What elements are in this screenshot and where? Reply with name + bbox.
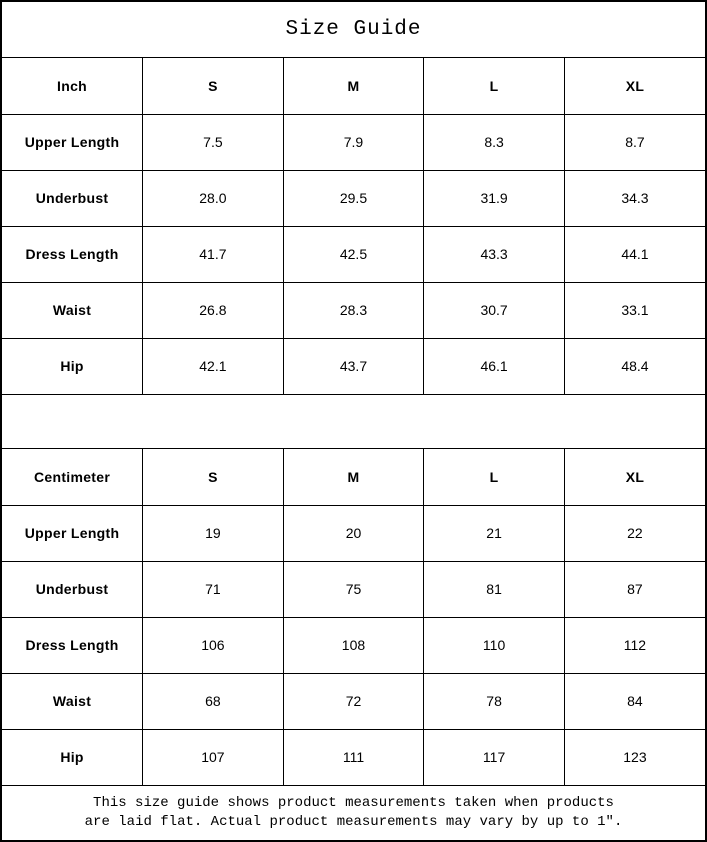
measurement-row: Hip 107 111 117 123 bbox=[2, 728, 705, 785]
measurement-value-cell: 112 bbox=[563, 616, 705, 674]
size-table-centimeter: Centimeter S M L XL Upper Length 19 20 21 22 Under… bbox=[2, 449, 705, 785]
measurement-value-cell: 71 bbox=[142, 560, 284, 618]
measurement-label-cell: Upper Length bbox=[2, 113, 144, 171]
measurement-value-cell: 8.3 bbox=[423, 113, 565, 171]
measurement-value-cell: 107 bbox=[142, 728, 284, 785]
size-column-header: S bbox=[142, 58, 284, 115]
size-column-header: L bbox=[423, 449, 565, 506]
measurement-value-cell: 46.1 bbox=[423, 337, 565, 394]
inch-table-container: Inch S M L XL Upper Length 7.5 7.9 8.3 8.7 Underbu… bbox=[2, 58, 705, 394]
measurement-value-cell: 22 bbox=[563, 504, 705, 562]
measurement-value-cell: 31.9 bbox=[423, 169, 565, 227]
measurement-value-cell: 33.1 bbox=[563, 281, 705, 339]
centimeter-table-container: Centimeter S M L XL Upper Length 19 20 21 22 Under… bbox=[2, 449, 705, 785]
measurement-value-cell: 81 bbox=[423, 560, 565, 618]
size-column-header: L bbox=[423, 58, 565, 115]
measurement-value-cell: 42.1 bbox=[142, 337, 284, 394]
measurement-value-cell: 28.0 bbox=[142, 169, 284, 227]
measurement-value-cell: 68 bbox=[142, 672, 284, 730]
measurement-value-cell: 34.3 bbox=[563, 169, 705, 227]
measurement-row: Underbust 71 75 81 87 bbox=[2, 560, 705, 618]
measurement-value-cell: 117 bbox=[423, 728, 565, 785]
measurement-value-cell: 30.7 bbox=[423, 281, 565, 339]
measurement-value-cell: 110 bbox=[423, 616, 565, 674]
footer-note-line2: are laid flat. Actual product measuremen… bbox=[84, 814, 623, 830]
measurement-value-cell: 19 bbox=[142, 504, 284, 562]
measurement-row: Upper Length 7.5 7.9 8.3 8.7 bbox=[2, 113, 705, 171]
measurement-label-cell: Upper Length bbox=[2, 504, 144, 562]
size-table-inch: Inch S M L XL Upper Length 7.5 7.9 8.3 8.7 Underbu… bbox=[2, 58, 705, 394]
size-column-header: XL bbox=[563, 58, 705, 115]
measurement-label-cell: Waist bbox=[2, 672, 144, 730]
header-row: Inch S M L XL bbox=[2, 58, 705, 115]
measurement-value-cell: 44.1 bbox=[563, 225, 705, 283]
measurement-value-cell: 87 bbox=[563, 560, 705, 618]
table-separator bbox=[2, 394, 705, 449]
measurement-row: Upper Length 19 20 21 22 bbox=[2, 504, 705, 562]
measurement-label-cell: Underbust bbox=[2, 169, 144, 227]
measurement-value-cell: 21 bbox=[423, 504, 565, 562]
measurement-value-cell: 78 bbox=[423, 672, 565, 730]
measurement-value-cell: 29.5 bbox=[282, 169, 425, 227]
measurement-value-cell: 7.9 bbox=[282, 113, 425, 171]
size-column-header: S bbox=[142, 449, 284, 506]
measurement-value-cell: 26.8 bbox=[142, 281, 284, 339]
measurement-row: Dress Length 106 108 110 112 bbox=[2, 616, 705, 674]
measurement-value-cell: 108 bbox=[282, 616, 425, 674]
measurement-value-cell: 8.7 bbox=[563, 113, 705, 171]
measurement-label-cell: Dress Length bbox=[2, 616, 144, 674]
size-column-header: M bbox=[282, 449, 425, 506]
unit-label-cell: Inch bbox=[2, 58, 144, 115]
measurement-value-cell: 20 bbox=[282, 504, 425, 562]
measurement-value-cell: 75 bbox=[282, 560, 425, 618]
measurement-value-cell: 123 bbox=[563, 728, 705, 785]
measurement-value-cell: 7.5 bbox=[142, 113, 284, 171]
measurement-label-cell: Dress Length bbox=[2, 225, 144, 283]
measurement-label-cell: Waist bbox=[2, 281, 144, 339]
measurement-value-cell: 84 bbox=[563, 672, 705, 730]
measurement-value-cell: 72 bbox=[282, 672, 425, 730]
measurement-value-cell: 43.7 bbox=[282, 337, 425, 394]
measurement-value-cell: 41.7 bbox=[142, 225, 284, 283]
page-title: Size Guide bbox=[2, 2, 705, 58]
measurement-label-cell: Hip bbox=[2, 728, 144, 785]
measurement-label-cell: Hip bbox=[2, 337, 144, 394]
measurement-value-cell: 48.4 bbox=[563, 337, 705, 394]
header-row: Centimeter S M L XL bbox=[2, 449, 705, 506]
measurement-row: Dress Length 41.7 42.5 43.3 44.1 bbox=[2, 225, 705, 283]
measurement-label-cell: Underbust bbox=[2, 560, 144, 618]
measurement-row: Hip 42.1 43.7 46.1 48.4 bbox=[2, 337, 705, 394]
size-column-header: M bbox=[282, 58, 425, 115]
measurement-value-cell: 111 bbox=[282, 728, 425, 785]
measurement-value-cell: 43.3 bbox=[423, 225, 565, 283]
measurement-value-cell: 42.5 bbox=[282, 225, 425, 283]
footer-note-line1: This size guide shows product measuremen… bbox=[93, 795, 614, 811]
measurement-value-cell: 106 bbox=[142, 616, 284, 674]
measurement-value-cell: 28.3 bbox=[282, 281, 425, 339]
unit-label-cell: Centimeter bbox=[2, 449, 144, 506]
footer-note: This size guide shows product measuremen… bbox=[2, 785, 705, 840]
measurement-row: Waist 26.8 28.3 30.7 33.1 bbox=[2, 281, 705, 339]
measurement-row: Waist 68 72 78 84 bbox=[2, 672, 705, 730]
measurement-row: Underbust 28.0 29.5 31.9 34.3 bbox=[2, 169, 705, 227]
size-column-header: XL bbox=[563, 449, 705, 506]
